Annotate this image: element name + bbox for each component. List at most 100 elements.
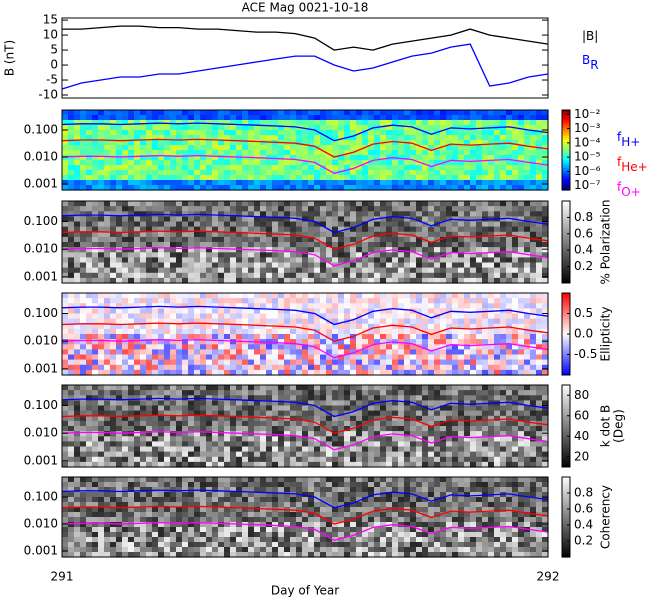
spectrogram-cell <box>122 420 129 427</box>
spectrogram-cell <box>212 298 219 304</box>
spectrogram-cell <box>308 231 315 238</box>
spectrogram-cell <box>446 410 453 417</box>
spectrogram-cell <box>218 420 225 427</box>
spectrogram-cell <box>458 354 465 361</box>
spectrogram-cell <box>506 410 513 417</box>
spectrogram-cell <box>194 272 201 279</box>
spectrogram-cell <box>494 226 501 233</box>
colorbar-cell <box>562 309 570 312</box>
spectrogram-cell <box>164 364 171 371</box>
spectrogram-cell <box>260 400 267 407</box>
spectrogram-cell <box>338 135 345 141</box>
spectrogram-cell <box>332 221 339 228</box>
spectrogram-cell <box>422 170 429 176</box>
spectrogram-cell <box>428 344 435 350</box>
spectrogram-cell <box>350 298 357 304</box>
spectrogram-cell <box>332 180 339 186</box>
spectrogram-cell <box>476 175 483 181</box>
spectrogram-cell <box>80 323 87 330</box>
spectrogram-cell <box>158 236 165 243</box>
spectrogram-cell <box>494 252 501 258</box>
spectrogram-cell <box>248 390 255 396</box>
spectrogram-cell <box>212 140 219 146</box>
spectrogram-cell <box>482 206 489 212</box>
spectrogram-cell <box>410 369 417 376</box>
spectrogram-cell <box>416 313 423 320</box>
spectrogram-cell <box>524 410 531 417</box>
spectrogram-cell <box>452 303 459 309</box>
spectrogram-cell <box>182 400 189 407</box>
spectrogram-cell <box>494 359 501 366</box>
spectrogram-cell <box>296 150 303 156</box>
spectrogram-cell <box>416 165 423 171</box>
y-tick-label: -5 <box>46 73 58 87</box>
spectrogram-cell <box>332 328 339 335</box>
spectrogram-cell <box>98 150 105 156</box>
spectrogram-cell <box>422 298 429 304</box>
colorbar-cell <box>562 325 570 329</box>
spectrogram-cell <box>362 247 369 253</box>
spectrogram-cell <box>236 175 243 181</box>
spectrogram-cell <box>350 420 357 427</box>
spectrogram-cell <box>272 339 279 345</box>
spectrogram-cell <box>110 405 117 412</box>
spectrogram-cell <box>296 262 303 269</box>
spectrogram-cell <box>284 420 291 427</box>
spectrogram-cell <box>68 369 75 376</box>
spectrogram-cell <box>308 298 315 304</box>
spectrogram-cell <box>170 308 177 315</box>
spectrogram-cell <box>464 323 471 330</box>
spectrogram-cell <box>398 426 405 432</box>
spectrogram-cell <box>110 211 117 217</box>
spectrogram-cell <box>146 349 153 356</box>
spectrogram-cell <box>248 385 255 391</box>
spectrogram-cell <box>104 390 111 396</box>
spectrogram-cell <box>164 323 171 330</box>
spectrogram-cell <box>254 115 261 121</box>
spectrogram-cell <box>110 328 117 335</box>
spectrogram-cell <box>470 247 477 253</box>
spectrogram-cell <box>296 110 303 116</box>
spectrogram-cell <box>206 405 213 412</box>
spectrogram-cell <box>278 115 285 121</box>
spectrogram-cell <box>152 415 159 422</box>
spectrogram-cell <box>422 334 429 340</box>
spectrogram-cell <box>512 334 519 340</box>
spectrogram-cell <box>80 165 87 171</box>
spectrogram-cell <box>260 369 267 376</box>
spectrogram-cell <box>206 145 213 151</box>
spectrogram-cell <box>236 216 243 223</box>
spectrogram-cell <box>440 247 447 253</box>
spectrogram-cell <box>488 155 495 161</box>
spectrogram-cell <box>122 211 129 217</box>
spectrogram-cell <box>254 160 261 166</box>
spectrogram-cell <box>296 130 303 136</box>
spectrogram-cell <box>332 313 339 320</box>
spectrogram-cell <box>434 395 441 401</box>
spectrogram-cell <box>416 145 423 151</box>
spectrogram-cell <box>146 180 153 186</box>
spectrogram-cell <box>62 385 69 391</box>
spectrogram-cell <box>332 436 339 442</box>
spectrogram-cell <box>146 364 153 371</box>
spectrogram-cell <box>74 420 81 427</box>
spectrogram-cell <box>308 395 315 401</box>
spectrogram-cell <box>458 359 465 366</box>
spectrogram-cell <box>128 369 135 376</box>
spectrogram-cell <box>512 201 519 207</box>
spectrogram-cell <box>272 426 279 432</box>
colorbar-cell <box>562 124 570 127</box>
spectrogram-cell <box>416 426 423 432</box>
spectrogram-cell <box>182 175 189 181</box>
spectrogram-cell <box>140 221 147 228</box>
spectrogram-cell <box>374 359 381 366</box>
spectrogram-cell <box>338 359 345 366</box>
spectrogram-cell <box>290 150 297 156</box>
spectrogram-cell <box>398 405 405 412</box>
spectrogram-cell <box>344 110 351 116</box>
spectrogram-cell <box>398 328 405 335</box>
spectrogram-cell <box>296 272 303 279</box>
spectrogram <box>62 293 549 376</box>
spectrogram-cell <box>428 242 435 248</box>
